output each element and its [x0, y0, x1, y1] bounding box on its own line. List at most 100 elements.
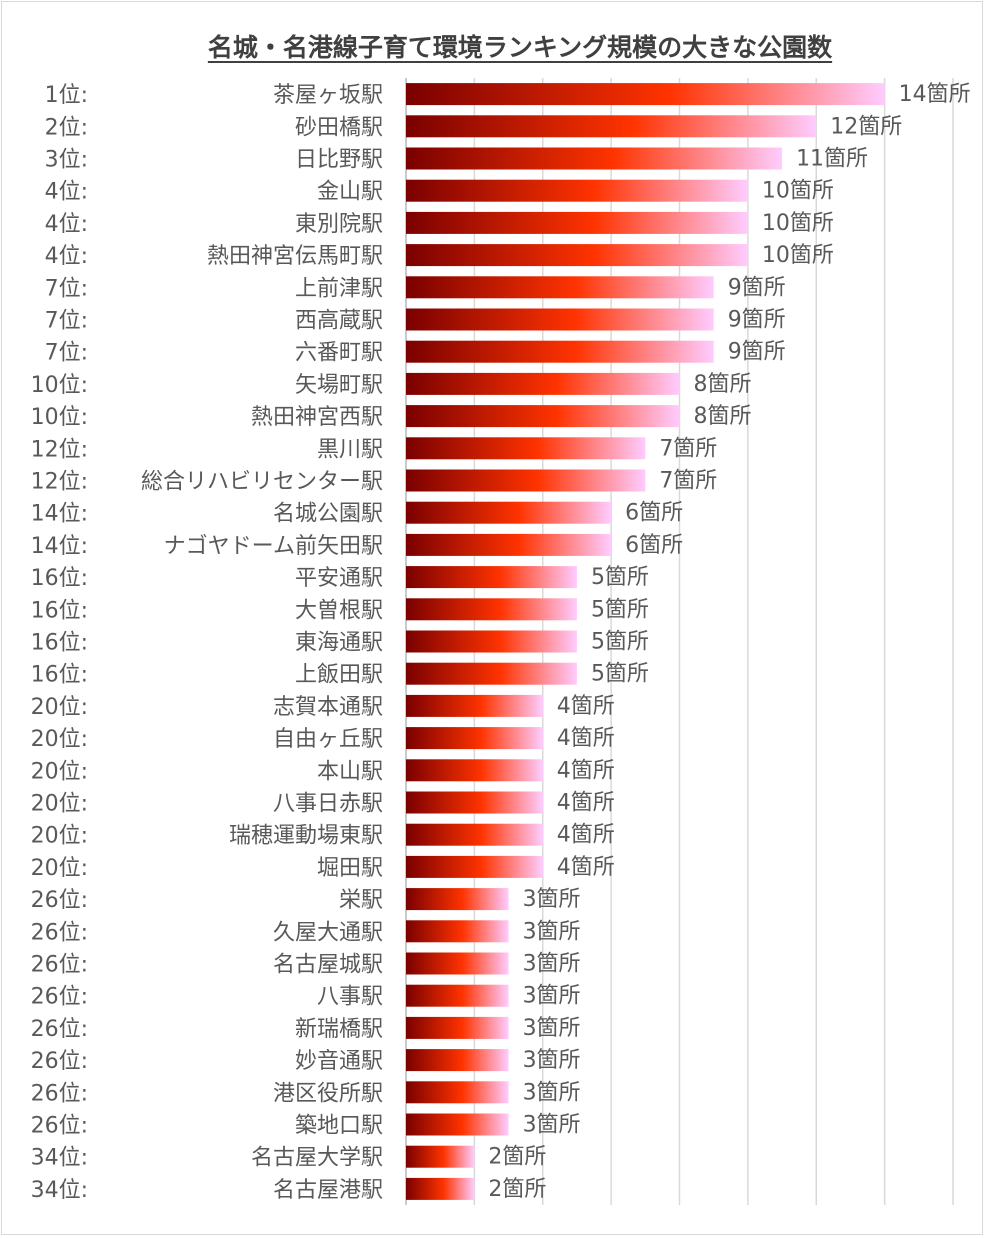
- data-label: 3箇所: [523, 1080, 581, 1105]
- rank-label: 12位:: [31, 470, 88, 495]
- bar: [406, 469, 646, 492]
- station-label: 名城公園駅: [273, 502, 383, 527]
- rank-label: 7位:: [45, 276, 88, 301]
- rank-label: 2位:: [45, 115, 88, 140]
- bar: [406, 533, 612, 556]
- bar: [406, 791, 543, 814]
- data-label: 3箇所: [523, 1113, 581, 1138]
- data-label: 9箇所: [728, 340, 786, 365]
- station-label: 六番町駅: [295, 341, 383, 366]
- rank-label: 14位:: [31, 502, 88, 527]
- station-label: 名古屋城駅: [273, 953, 383, 978]
- data-label: 3箇所: [523, 952, 581, 977]
- bar: [406, 823, 543, 846]
- bar: [406, 662, 577, 685]
- data-label: 5箇所: [591, 597, 649, 622]
- station-label: 東海通駅: [295, 631, 383, 656]
- bar: [406, 179, 748, 202]
- bar: [406, 147, 783, 170]
- data-label: 4箇所: [557, 791, 615, 816]
- station-label: 築地口駅: [295, 1114, 383, 1139]
- data-label: 3箇所: [523, 887, 581, 912]
- rank-label: 16位:: [31, 631, 88, 656]
- bar: [406, 1016, 509, 1039]
- rank-label: 7位:: [45, 341, 88, 366]
- data-label: 4箇所: [557, 823, 615, 848]
- rank-label: 20位:: [31, 695, 88, 720]
- data-label: 9箇所: [728, 308, 786, 333]
- station-label: 金山駅: [317, 180, 383, 205]
- data-label: 5箇所: [591, 662, 649, 687]
- data-label: 9箇所: [728, 275, 786, 300]
- data-label: 11箇所: [796, 147, 868, 172]
- rank-label: 10位:: [31, 405, 88, 430]
- station-label: 港区役所駅: [273, 1081, 383, 1106]
- data-label: 3箇所: [523, 1016, 581, 1041]
- station-label: ナゴヤドーム前矢田駅: [164, 534, 383, 559]
- data-label: 2箇所: [488, 1177, 546, 1202]
- bar: [406, 855, 543, 878]
- bar: [406, 405, 680, 428]
- station-label: 矢場町駅: [295, 373, 383, 398]
- data-label: 12箇所: [830, 114, 902, 139]
- data-label: 4箇所: [557, 726, 615, 751]
- rank-label: 26位:: [31, 1017, 88, 1042]
- station-label: 西高蔵駅: [295, 309, 383, 334]
- bar: [406, 276, 714, 299]
- station-label: 栄駅: [339, 888, 383, 913]
- bar: [406, 83, 885, 106]
- rank-label: 26位:: [31, 888, 88, 913]
- rank-label: 16位:: [31, 598, 88, 623]
- station-label: 八事日赤駅: [273, 792, 383, 817]
- station-label: 熱田神宮伝馬町駅: [207, 244, 383, 269]
- rank-label: 4位:: [45, 180, 88, 205]
- bar: [406, 694, 543, 717]
- rank-label: 20位:: [31, 759, 88, 784]
- station-label: 茶屋ヶ坂駅: [273, 83, 383, 108]
- data-label: 4箇所: [557, 758, 615, 783]
- chart-title: 名城・名港線子育て環境ランキング規模の大きな公園数: [207, 33, 833, 62]
- station-label: 久屋大通駅: [273, 920, 383, 945]
- bar: [406, 1049, 509, 1072]
- bar: [406, 598, 577, 621]
- station-label: 平安通駅: [295, 566, 383, 591]
- station-label: 八事駅: [317, 985, 383, 1010]
- station-label: 自由ヶ丘駅: [273, 727, 383, 752]
- rank-label: 26位:: [31, 1114, 88, 1139]
- data-label: 7箇所: [659, 436, 717, 461]
- station-label: 志賀本通駅: [273, 695, 383, 720]
- bar: [406, 1145, 475, 1168]
- bar: [406, 372, 680, 395]
- rank-label: 26位:: [31, 1081, 88, 1106]
- station-label: 本山駅: [317, 759, 383, 784]
- rank-label: 20位:: [31, 856, 88, 881]
- rank-label: 12位:: [31, 437, 88, 462]
- bar: [406, 501, 612, 524]
- bar: [406, 1081, 509, 1104]
- data-label: 3箇所: [523, 919, 581, 944]
- bar: [406, 1113, 509, 1136]
- data-label: 4箇所: [557, 855, 615, 880]
- rank-label: 7位:: [45, 309, 88, 334]
- station-label: 上飯田駅: [295, 663, 383, 688]
- bar: [406, 759, 543, 782]
- rank-label: 16位:: [31, 566, 88, 591]
- data-label: 2箇所: [488, 1145, 546, 1170]
- station-label: 妙音通駅: [295, 1049, 383, 1074]
- data-label: 4箇所: [557, 694, 615, 719]
- rank-label: 26位:: [31, 985, 88, 1010]
- rank-label: 4位:: [45, 244, 88, 269]
- bar: [406, 437, 646, 460]
- rank-label: 34位:: [31, 1146, 88, 1171]
- station-label: 日比野駅: [295, 148, 383, 173]
- bar: [406, 1177, 475, 1200]
- data-label: 6箇所: [625, 533, 683, 558]
- station-label: 上前津駅: [295, 276, 383, 301]
- rank-label: 26位:: [31, 953, 88, 978]
- bar: [406, 888, 509, 911]
- bar: [406, 340, 714, 363]
- rank-label: 4位:: [45, 212, 88, 237]
- data-label: 10箇所: [762, 211, 834, 236]
- rank-label: 16位:: [31, 663, 88, 688]
